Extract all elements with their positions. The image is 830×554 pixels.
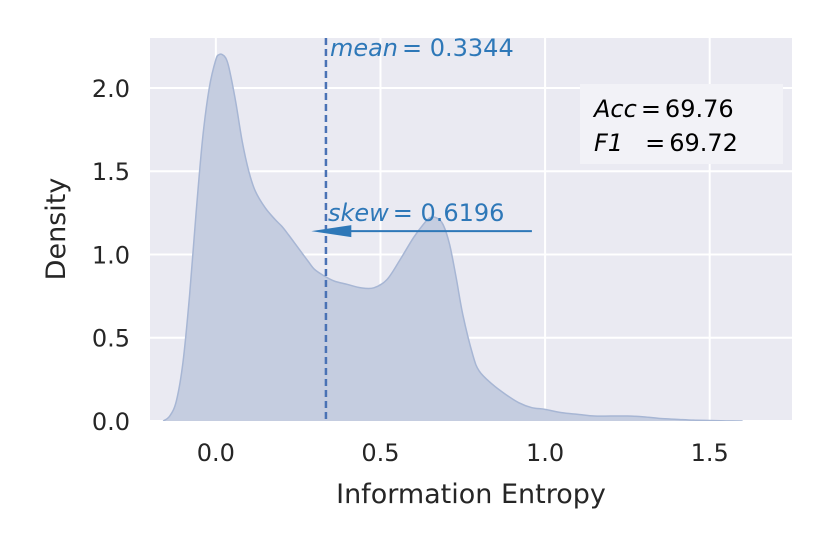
y-tick-label: 1.5 xyxy=(92,158,130,186)
y-tick-label: 2.0 xyxy=(92,75,130,103)
y-tick-label: 0.5 xyxy=(92,325,130,353)
metric-acc: Acc = 69.76 xyxy=(592,95,734,123)
y-axis-title: Density xyxy=(41,178,72,281)
y-tick-label: 0.0 xyxy=(92,408,130,436)
x-tick-labels: 0.0 0.5 1.0 1.5 xyxy=(197,439,729,467)
x-tick-label: 1.5 xyxy=(691,439,729,467)
x-tick-label: 0.5 xyxy=(361,439,399,467)
metric-f1: F1 = 69.72 xyxy=(594,129,738,157)
density-area xyxy=(163,54,743,421)
metrics-box-background xyxy=(580,84,783,164)
skew-arrow-head xyxy=(311,225,352,238)
y-tick-labels: 0.0 0.5 1.0 1.5 2.0 xyxy=(92,75,130,436)
metrics-box: Acc = 69.76 F1 = 69.72 xyxy=(580,84,783,164)
skew-arrow xyxy=(311,225,532,238)
mean-label: mean = 0.3344 xyxy=(330,34,514,62)
x-tick-label: 1.0 xyxy=(526,439,564,467)
density-line xyxy=(162,53,743,421)
x-tick-label: 0.0 xyxy=(197,439,235,467)
y-tick-label: 1.0 xyxy=(92,241,130,269)
x-axis-title: Information Entropy xyxy=(336,479,606,510)
skew-label: skew = 0.6196 xyxy=(328,199,505,227)
